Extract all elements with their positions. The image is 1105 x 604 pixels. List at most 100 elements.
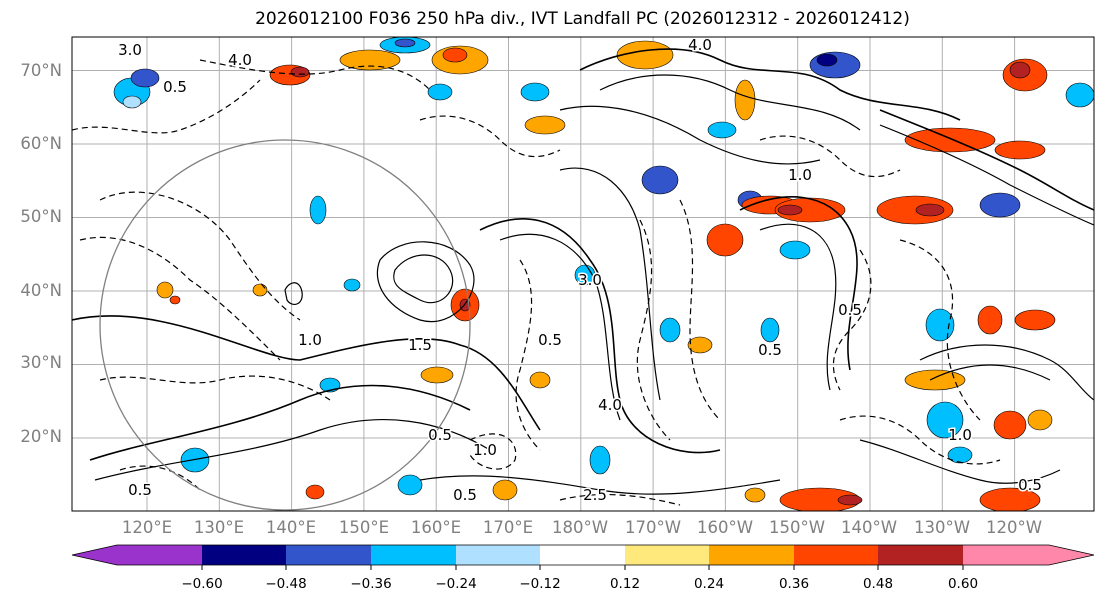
divergence-patch	[1014, 309, 1056, 331]
lat-label-30n: 30°N	[20, 353, 62, 372]
ivt-contour-line	[879, 109, 1094, 211]
ivt-contour-line	[579, 48, 961, 121]
divergence-patch	[122, 95, 142, 109]
colorbar-tick-label: 0.48	[862, 576, 894, 592]
lon-label-150e: 150°E	[338, 518, 390, 537]
lon-label-120w: 120°W	[985, 518, 1043, 537]
divergence-patch	[837, 494, 863, 506]
divergence-patch	[904, 369, 966, 391]
divergence-patch	[156, 281, 174, 299]
divergence-patch	[529, 371, 551, 389]
contour-label: 0.5	[838, 301, 862, 319]
colorbar-segment	[456, 545, 540, 565]
ivt-contour-line	[899, 239, 981, 421]
lat-label-70n: 70°N	[20, 61, 62, 80]
ivt-contour-line	[929, 364, 1051, 381]
divergence-patch	[979, 487, 1041, 511]
divergence-patch	[427, 83, 453, 101]
ivt-contour-line	[679, 199, 721, 421]
colorbar-tick-label: 0.24	[693, 576, 725, 592]
divergence-patch	[915, 203, 945, 217]
ivt-contour-line	[99, 375, 331, 401]
colorbar-outline	[71, 544, 1095, 566]
contour-label: 1.0	[473, 441, 497, 459]
colorbar-segment	[709, 545, 794, 565]
colorbar-extend-max	[963, 545, 1094, 565]
ivt-contour-line	[479, 218, 721, 454]
ivt-contour-line	[94, 418, 491, 481]
ivt-contour-line	[759, 223, 837, 391]
divergence-patch	[876, 195, 954, 225]
colorbar-segment	[794, 545, 878, 565]
ivt-contour-line	[832, 249, 872, 391]
lon-label-130e: 130°E	[193, 518, 245, 537]
divergence-patch	[641, 165, 679, 195]
colorbar-tick-label: −0.24	[435, 576, 477, 592]
divergence-patch	[442, 47, 468, 63]
divergence-patch	[397, 474, 423, 496]
divergence-patch	[339, 49, 401, 71]
contour-label: 1.0	[298, 331, 322, 349]
divergence-patch	[1009, 61, 1031, 79]
divergence-patch	[616, 40, 674, 70]
lon-label-150w: 150°W	[768, 518, 826, 537]
contour-label: 1.0	[948, 426, 972, 444]
ivt-contour-line	[559, 167, 661, 401]
ivt-contour-line	[393, 254, 454, 304]
divergence-patch	[492, 479, 518, 501]
divergence-patch	[420, 366, 454, 384]
lon-label-160w: 160°W	[696, 518, 754, 537]
contour-label: 0.5	[538, 331, 562, 349]
divergence-patch	[343, 278, 361, 292]
contour-label: 0.5	[453, 486, 477, 504]
ivt-contour-line	[559, 105, 821, 165]
ivt-contour-line	[99, 191, 301, 321]
contour-label: 0.5	[758, 341, 782, 359]
colorbar-segment	[878, 545, 963, 565]
divergence-patch	[1027, 409, 1053, 431]
ivt-contour-line	[199, 59, 431, 91]
contour-labels: 3.0 4.0 0.5 1.0 1.5 4.0 0.5 1.0 0.5 3.0 0.5 4.0 0.5 1…	[117, 37, 1044, 506]
colorbar-segment	[540, 545, 625, 565]
colorbar-extend-min	[72, 545, 202, 565]
ivt-contour-line	[119, 465, 201, 491]
divergence-patch	[130, 68, 160, 88]
map-frame	[71, 36, 1095, 512]
divergence-patch	[977, 305, 1003, 335]
contour-label: 1.0	[788, 166, 812, 184]
ivt-contour-line	[636, 219, 671, 441]
divergence-patch	[520, 82, 550, 102]
divergence-patch	[707, 121, 737, 139]
lat-label-20n: 20°N	[20, 427, 62, 446]
divergence-patch	[309, 195, 327, 225]
divergence-patch	[734, 79, 756, 121]
lat-label-40n: 40°N	[20, 281, 62, 300]
divergence-patch	[687, 336, 713, 354]
lon-label-130w: 130°W	[913, 518, 971, 537]
contour-label: 3.0	[578, 271, 602, 289]
contour-label: 4.0	[228, 51, 252, 69]
ivt-contour-line	[72, 79, 261, 134]
colorbar-tick-label: 0.60	[947, 576, 979, 592]
ivt-contour-line	[919, 344, 1094, 401]
contour-label: 1.5	[408, 336, 432, 354]
ivt-contour-line	[739, 196, 858, 371]
contour-label: 0.5	[128, 481, 152, 499]
divergence-patch	[926, 401, 964, 439]
divergence-patch	[706, 223, 744, 257]
contour-label: 3.0	[118, 41, 142, 59]
colorbar-tick-label: −0.36	[350, 576, 392, 592]
divergence-patch	[925, 308, 955, 342]
divergence-patch	[779, 240, 811, 260]
contour-label: 0.5	[428, 426, 452, 444]
lon-label-170w: 170°W	[624, 518, 682, 537]
ivt-contour-line	[469, 433, 517, 470]
colorbar-tick-label: −0.60	[181, 576, 223, 592]
lon-label-170e: 170°E	[482, 518, 534, 537]
divergence-patch	[777, 204, 803, 216]
ivt-contour-line	[515, 259, 541, 451]
divergence-patch	[305, 484, 325, 500]
colorbar-tick-label: 0.12	[609, 576, 641, 592]
divergence-patch	[524, 115, 566, 135]
